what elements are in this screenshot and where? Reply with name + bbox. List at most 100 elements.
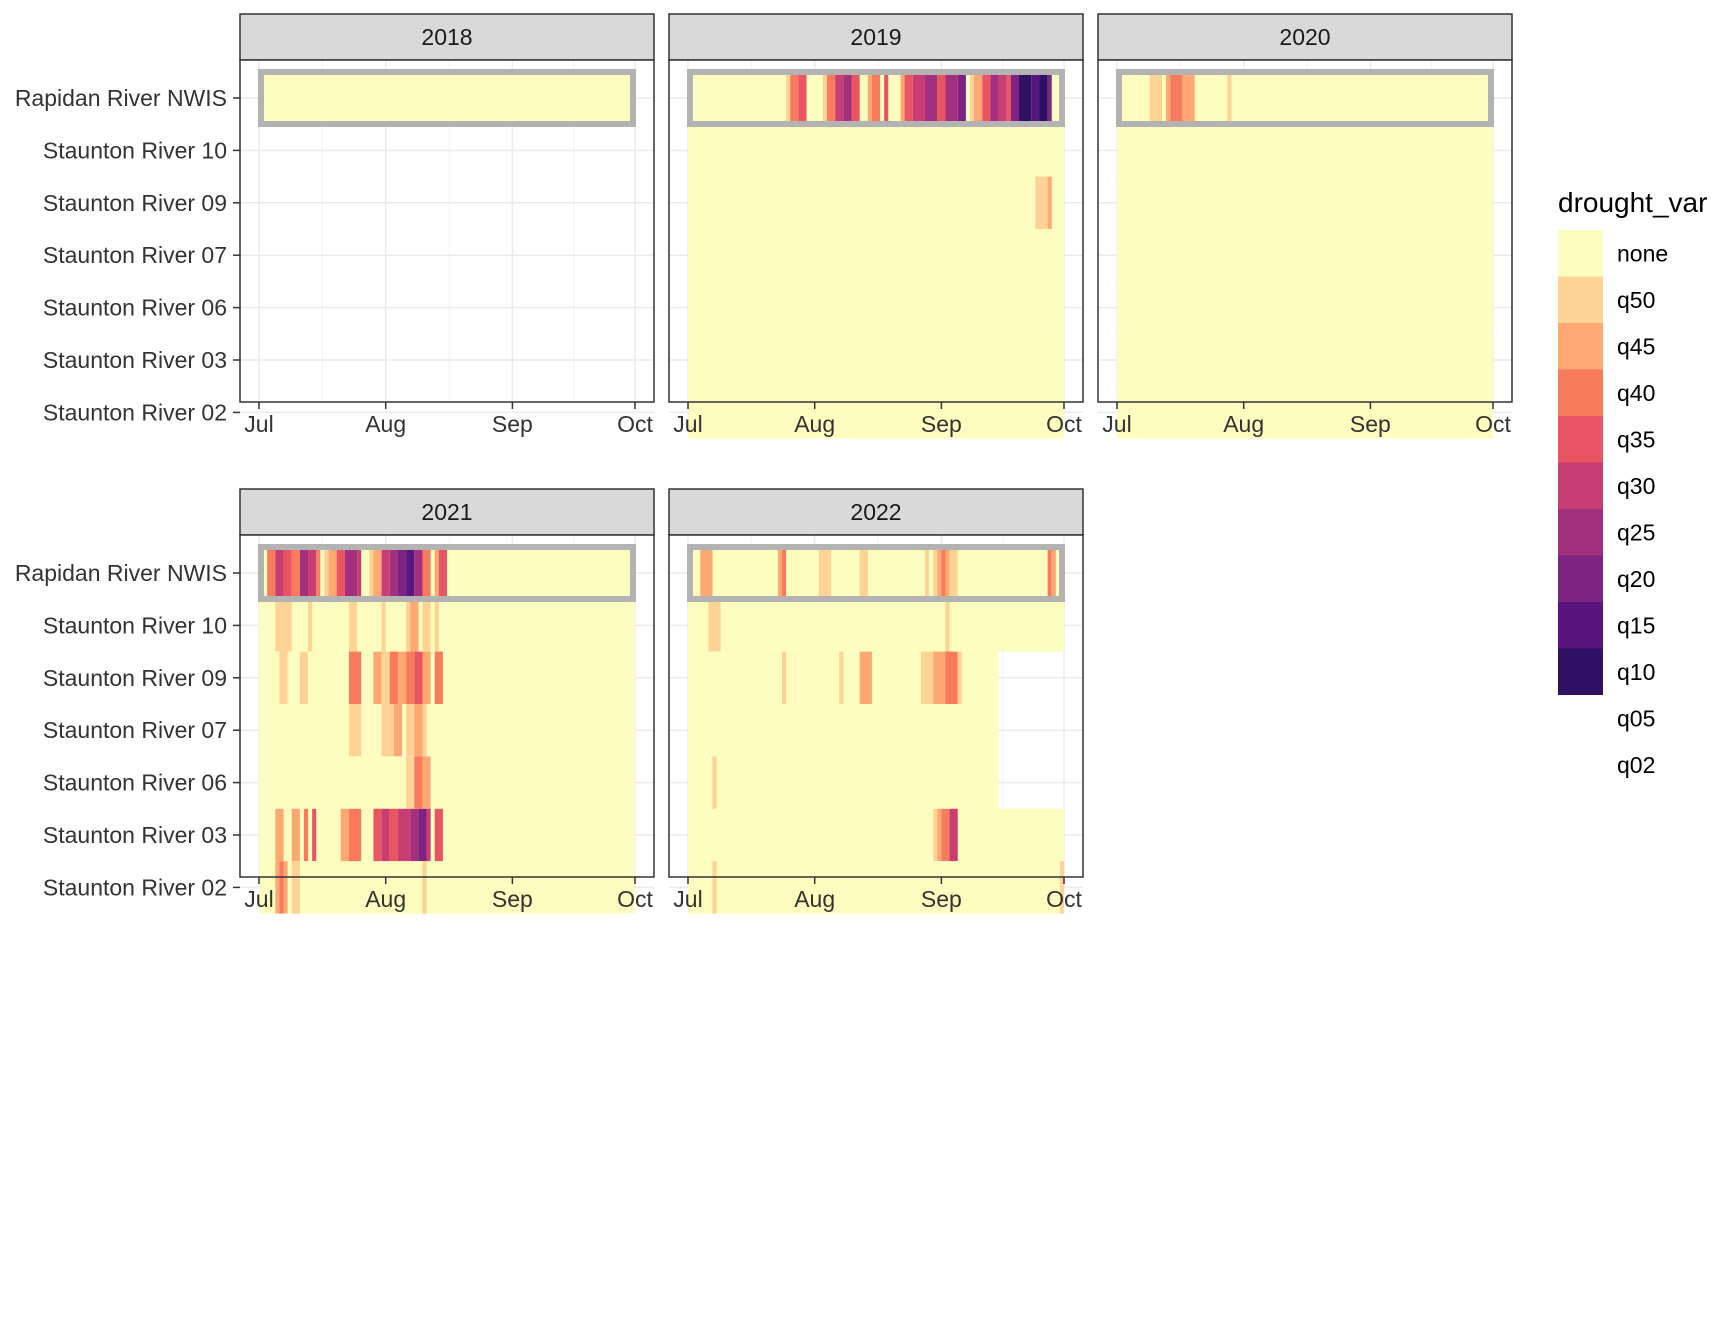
legend-key-q02 — [1558, 741, 1603, 788]
legend-label: q05 — [1617, 705, 1655, 731]
tile-q35 — [904, 71, 913, 125]
x-tick-label: Jul — [1102, 411, 1131, 437]
y-tick-label: Staunton River 07 — [43, 242, 227, 268]
tile-q40 — [871, 71, 881, 125]
tile-q30 — [949, 808, 958, 862]
tile-q50 — [859, 546, 868, 600]
tile-none — [688, 333, 1064, 387]
tile-q50 — [933, 808, 938, 862]
tile-q35 — [982, 71, 991, 125]
tile-q50 — [1035, 176, 1048, 229]
strip-label: 2018 — [421, 24, 472, 50]
tile-q50 — [839, 651, 844, 704]
tile-q45 — [700, 546, 713, 600]
facet-panel-2019: 2019 Jul Aug Sep Oct — [668, 13, 1084, 439]
tile-q40 — [826, 71, 836, 125]
tile-q50 — [1227, 71, 1232, 125]
facet-panel-2020: 2020 Jul Aug Sep Oct — [1097, 13, 1513, 439]
tile-none — [688, 229, 1064, 282]
tile-q45 — [937, 546, 942, 600]
tile-q40 — [1170, 71, 1183, 125]
tile-q45 — [373, 546, 382, 600]
tile-q40 — [941, 808, 950, 862]
tile-none — [1117, 176, 1493, 229]
x-tick-label: Sep — [921, 411, 962, 437]
tile-q50 — [949, 546, 958, 600]
tile-q45 — [1047, 176, 1052, 229]
tile-q45 — [340, 808, 349, 862]
strip-label: 2020 — [1279, 24, 1330, 50]
tile-q40 — [422, 546, 431, 600]
tile-q25 — [945, 71, 958, 125]
legend-label: q10 — [1617, 659, 1655, 685]
x-tick-label: Sep — [1350, 411, 1391, 437]
tile-q50 — [381, 651, 390, 704]
x-tick-label: Sep — [921, 886, 962, 912]
tile-q50 — [920, 651, 934, 704]
tile-q45 — [275, 861, 280, 914]
tile-q30 — [998, 71, 1007, 125]
tile-q50 — [822, 71, 827, 125]
tile-q45 — [397, 651, 407, 704]
x-tick-label: Aug — [365, 886, 406, 912]
tile-q50 — [708, 599, 721, 652]
y-tick-label: Staunton River 02 — [43, 874, 227, 900]
tile-q35 — [434, 808, 443, 862]
tile-q45 — [422, 756, 431, 809]
tile-q40 — [267, 546, 276, 600]
tile-q40 — [945, 651, 958, 704]
tile-q40 — [406, 651, 415, 704]
tile-q35 — [851, 71, 860, 125]
strip-background — [668, 13, 1084, 61]
x-tick-label: Aug — [794, 886, 835, 912]
panel-border — [668, 59, 1084, 403]
tile-none — [1117, 124, 1493, 177]
legend-key-q45 — [1558, 323, 1603, 370]
tile-q20 — [397, 546, 407, 600]
tile-q50 — [406, 704, 415, 757]
tile-none — [688, 176, 1064, 229]
tile-q40 — [1047, 546, 1052, 600]
tile-q40 — [389, 651, 398, 704]
tile-q25 — [410, 808, 419, 862]
y-tick-label: Staunton River 06 — [43, 295, 227, 321]
tile-q50 — [945, 599, 950, 652]
tile-q45 — [328, 546, 337, 600]
tile-q45 — [900, 71, 905, 125]
legend-key-none — [1558, 230, 1603, 277]
tile-q30 — [275, 546, 284, 600]
tile-q40 — [941, 546, 946, 600]
y-tick-label: Staunton River 09 — [43, 190, 227, 216]
tile-q20 — [1010, 71, 1020, 125]
tile-q30 — [426, 808, 431, 862]
tile-q40 — [348, 808, 362, 862]
tile-q50 — [291, 861, 300, 914]
tile-q50 — [348, 704, 362, 757]
x-tick-label: Jul — [244, 886, 273, 912]
y-tick-label: Rapidan River NWIS — [15, 560, 227, 586]
tile-q30 — [397, 808, 411, 862]
tile-q35 — [414, 651, 423, 704]
legend-key-q10 — [1558, 648, 1603, 695]
legend-label: q02 — [1617, 752, 1655, 778]
tile-q40 — [348, 651, 362, 704]
tile-q50 — [925, 546, 930, 600]
tile-q30 — [381, 808, 390, 862]
tile-q50 — [712, 756, 717, 809]
tile-q50 — [422, 704, 427, 757]
tile-q20 — [957, 71, 966, 125]
tile-q25 — [344, 546, 358, 600]
tile-none — [688, 756, 999, 809]
tile-none — [259, 861, 635, 914]
x-tick-label: Oct — [617, 886, 653, 912]
tile-q50 — [786, 71, 791, 125]
tile-q45 — [393, 704, 403, 757]
tile-q50 — [1149, 71, 1162, 125]
tile-q50 — [422, 599, 431, 652]
x-tick-label: Oct — [1475, 411, 1511, 437]
tile-none — [1117, 229, 1493, 282]
tile-q45 — [1166, 71, 1171, 125]
tile-q35 — [937, 71, 946, 125]
legend-label: q30 — [1617, 473, 1655, 499]
